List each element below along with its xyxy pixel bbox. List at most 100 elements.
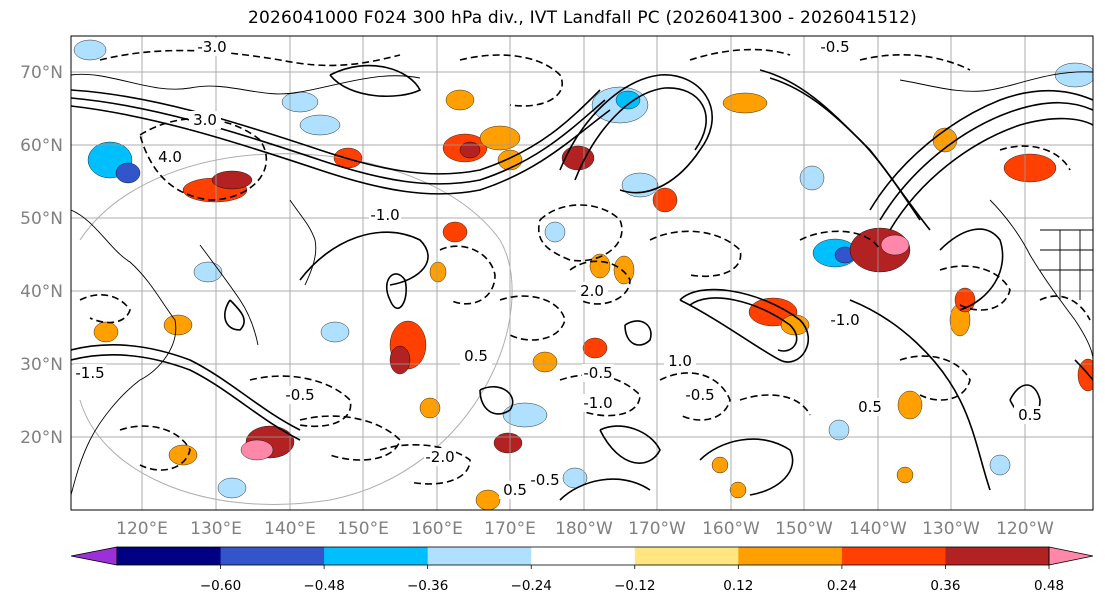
colorbar xyxy=(70,546,1094,566)
contour-solid xyxy=(879,101,1093,221)
colorbar-segment xyxy=(634,547,739,565)
contour-label: -1.0 xyxy=(583,394,612,412)
lat-label: 50°N xyxy=(20,209,63,229)
contour-label: -1.0 xyxy=(830,311,859,329)
shading-blob xyxy=(582,337,608,359)
contour-dashed xyxy=(79,294,131,324)
coastlines xyxy=(71,71,1093,496)
shading-blob xyxy=(281,91,319,113)
contour-label-bg xyxy=(819,38,851,56)
contour-label-bg xyxy=(499,481,531,499)
contour-solid xyxy=(71,344,301,431)
contour-solid xyxy=(624,320,652,346)
shading-blob xyxy=(320,321,350,343)
contour-solid xyxy=(71,97,606,185)
contour-label-bg xyxy=(664,352,696,370)
map-gridlines xyxy=(71,36,1093,510)
shading-blob xyxy=(459,141,481,159)
lat-label: 40°N xyxy=(20,282,63,302)
colorbar-segment xyxy=(220,547,325,565)
projection-arc xyxy=(79,153,513,505)
contour-dashed xyxy=(249,375,352,427)
contour-label: -1.5 xyxy=(75,364,104,382)
colorbar-tick-label: −0.36 xyxy=(407,578,448,594)
shading-blob xyxy=(93,321,119,343)
contour-dashed xyxy=(439,245,496,305)
contour-dashed xyxy=(739,394,811,416)
contour-label: 1.0 xyxy=(668,352,692,370)
contour-label-bg xyxy=(1014,406,1046,424)
shading-blob xyxy=(896,466,914,484)
shading-blob xyxy=(613,255,635,285)
contour-dashed xyxy=(538,204,623,262)
shading-blob xyxy=(429,261,447,283)
shading-blob xyxy=(989,454,1011,476)
contour-solid xyxy=(71,89,601,175)
shading-blob xyxy=(780,314,810,336)
contour-label-bg xyxy=(829,311,861,329)
shading-blob xyxy=(615,90,641,110)
shading-blob xyxy=(240,439,274,461)
contour-label: -0.5 xyxy=(820,38,849,56)
colorbar-outline xyxy=(116,546,1050,566)
contour-label-bg xyxy=(684,386,716,404)
shading-blob xyxy=(211,170,253,190)
lon-label: 120°W xyxy=(996,519,1054,539)
shading-blob xyxy=(502,402,548,428)
shading-blob xyxy=(73,39,107,61)
lat-label: 70°N xyxy=(20,63,63,83)
contour-dashed xyxy=(299,415,401,461)
contour-solid xyxy=(679,288,810,363)
contour-label-bg xyxy=(460,347,492,365)
shading-blob xyxy=(722,92,768,114)
shading-blob xyxy=(544,221,566,243)
contour-label-bg xyxy=(154,148,186,166)
colorbar-segment xyxy=(427,547,532,565)
colorbar-tick-label: −0.24 xyxy=(511,578,552,594)
divergence-shading xyxy=(73,39,1093,510)
contour-label: -1.0 xyxy=(370,206,399,224)
lat-label: 30°N xyxy=(20,355,63,375)
contour-dashed xyxy=(99,49,401,67)
contour-label-bg xyxy=(854,398,886,416)
shading-blob xyxy=(299,114,341,136)
colorbar-tick-label: 0.36 xyxy=(930,578,960,594)
contour-label: -0.5 xyxy=(285,386,314,404)
shading-blob xyxy=(115,162,141,184)
contour-dashed xyxy=(459,54,563,107)
shading-blob xyxy=(389,345,411,375)
colorbar-tick-label: −0.48 xyxy=(303,578,344,594)
contour-solid xyxy=(559,74,713,194)
lon-label: 140°W xyxy=(849,519,907,539)
colorbar-segment xyxy=(531,547,636,565)
lon-label: 160°W xyxy=(702,519,760,539)
contour-label-bg xyxy=(189,111,221,129)
contour-dashed xyxy=(1039,295,1091,321)
contour-dashed xyxy=(859,54,971,71)
longitude-labels: 120°E 130°E 140°E 150°E 160°E 170°E 180°W 170°W… xyxy=(116,519,1054,539)
shading-blob xyxy=(442,221,468,243)
contour-label: 3.0 xyxy=(193,111,217,129)
contour-solid xyxy=(574,87,707,181)
lon-label: 160°E xyxy=(411,519,463,539)
shading-blob xyxy=(897,390,923,420)
contour-solid xyxy=(599,425,661,464)
colorbar-segment xyxy=(945,547,1050,565)
contour-label: 0.5 xyxy=(858,398,882,416)
colorbar-tick-label: −0.60 xyxy=(200,578,241,594)
contour-solid xyxy=(689,297,798,352)
colorbar-extend-min xyxy=(70,546,118,566)
contour-label-bg xyxy=(369,206,401,224)
contour-label: -0.5 xyxy=(530,471,559,489)
shading-blob xyxy=(589,253,611,279)
shading-blob xyxy=(1003,153,1057,183)
shading-blob xyxy=(799,165,825,191)
lon-label: 150°E xyxy=(337,519,389,539)
contour-label: 0.5 xyxy=(464,347,488,365)
lon-label: 170°W xyxy=(628,519,686,539)
contour-dashed xyxy=(649,230,742,277)
contour-dashed xyxy=(379,444,471,485)
shading-blob xyxy=(828,419,850,441)
shading-blob xyxy=(193,261,223,283)
contour-solid xyxy=(329,64,422,98)
